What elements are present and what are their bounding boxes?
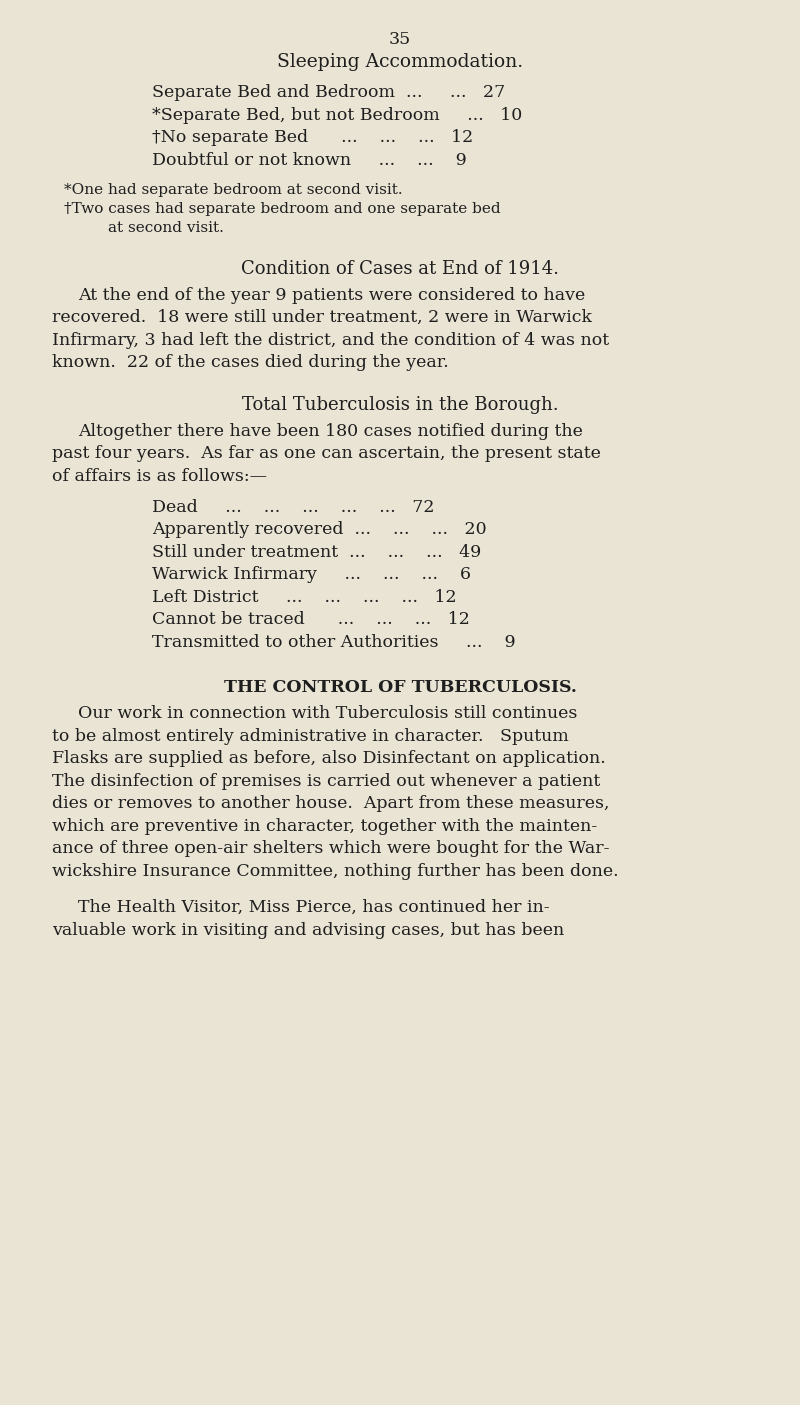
Text: *One had separate bedroom at second visit.: *One had separate bedroom at second visi… — [64, 183, 402, 197]
Text: Our work in connection with Tuberculosis still continues: Our work in connection with Tuberculosis… — [78, 705, 578, 722]
Text: Infirmary, 3 had left the district, and the condition of 4 was not: Infirmary, 3 had left the district, and … — [52, 332, 609, 348]
Text: wickshire Insurance Committee, nothing further has been done.: wickshire Insurance Committee, nothing f… — [52, 863, 618, 880]
Text: which are preventive in character, together with the mainten-: which are preventive in character, toget… — [52, 818, 598, 835]
Text: Altogether there have been 180 cases notified during the: Altogether there have been 180 cases not… — [78, 423, 583, 440]
Text: †Two cases had separate bedroom and one separate bed: †Two cases had separate bedroom and one … — [64, 202, 501, 216]
Text: At the end of the year 9 patients were considered to have: At the end of the year 9 patients were c… — [78, 287, 586, 303]
Text: Transmitted to other Authorities     ...    9: Transmitted to other Authorities ... 9 — [152, 634, 516, 651]
Text: Doubtful or not known     ...    ...    9: Doubtful or not known ... ... 9 — [152, 152, 466, 169]
Text: Separate Bed and Bedroom  ...     ...   27: Separate Bed and Bedroom ... ... 27 — [152, 84, 506, 101]
Text: Total Tuberculosis in the Borough.: Total Tuberculosis in the Borough. — [242, 396, 558, 414]
Text: Cannot be traced      ...    ...    ...   12: Cannot be traced ... ... ... 12 — [152, 611, 470, 628]
Text: Left District     ...    ...    ...    ...   12: Left District ... ... ... ... 12 — [152, 589, 457, 606]
Text: ance of three open-air shelters which were bought for the War-: ance of three open-air shelters which we… — [52, 840, 610, 857]
Text: The Health Visitor, Miss Pierce, has continued her in-: The Health Visitor, Miss Pierce, has con… — [78, 899, 550, 916]
Text: past four years.  As far as one can ascertain, the present state: past four years. As far as one can ascer… — [52, 445, 601, 462]
Text: at second visit.: at second visit. — [108, 221, 224, 235]
Text: Still under treatment  ...    ...    ...   49: Still under treatment ... ... ... 49 — [152, 544, 482, 561]
Text: THE CONTROL OF TUBERCULOSIS.: THE CONTROL OF TUBERCULOSIS. — [223, 679, 577, 695]
Text: †No separate Bed      ...    ...    ...   12: †No separate Bed ... ... ... 12 — [152, 129, 474, 146]
Text: to be almost entirely administrative in character.   Sputum: to be almost entirely administrative in … — [52, 728, 569, 745]
Text: Dead     ...    ...    ...    ...    ...   72: Dead ... ... ... ... ... 72 — [152, 499, 434, 516]
Text: valuable work in visiting and advising cases, but has been: valuable work in visiting and advising c… — [52, 922, 564, 939]
Text: dies or removes to another house.  Apart from these measures,: dies or removes to another house. Apart … — [52, 795, 610, 812]
Text: Warwick Infirmary     ...    ...    ...    6: Warwick Infirmary ... ... ... 6 — [152, 566, 471, 583]
Text: 35: 35 — [389, 31, 411, 48]
Text: Sleeping Accommodation.: Sleeping Accommodation. — [277, 53, 523, 72]
Text: Condition of Cases at End of 1914.: Condition of Cases at End of 1914. — [241, 260, 559, 278]
Text: *Separate Bed, but not Bedroom     ...   10: *Separate Bed, but not Bedroom ... 10 — [152, 107, 522, 124]
Text: Flasks are supplied as before, also Disinfectant on application.: Flasks are supplied as before, also Disi… — [52, 750, 606, 767]
Text: The disinfection of premises is carried out whenever a patient: The disinfection of premises is carried … — [52, 773, 600, 790]
Text: of affairs is as follows:—: of affairs is as follows:— — [52, 468, 267, 485]
Text: known.  22 of the cases died during the year.: known. 22 of the cases died during the y… — [52, 354, 449, 371]
Text: recovered.  18 were still under treatment, 2 were in Warwick: recovered. 18 were still under treatment… — [52, 309, 592, 326]
Text: Apparently recovered  ...    ...    ...   20: Apparently recovered ... ... ... 20 — [152, 521, 486, 538]
